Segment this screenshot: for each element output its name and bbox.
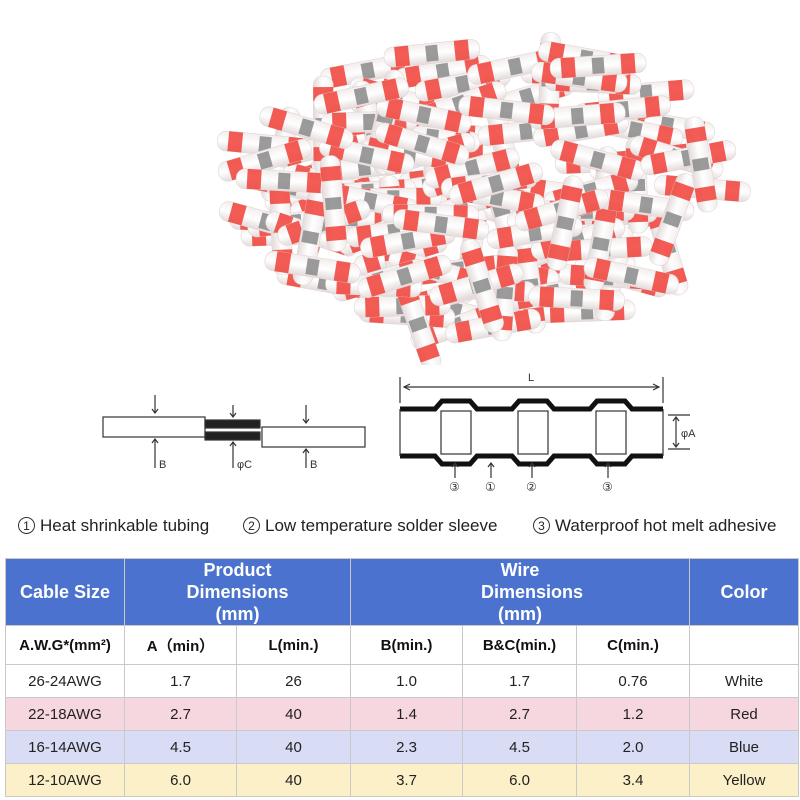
cell-b: 3.7 [350,763,463,797]
solder-connector [549,52,647,79]
solder-connector [375,122,470,166]
legend-item-solder: 2 Low temperature solder sleeve [243,516,497,536]
legend-text: Waterproof hot melt adhesive [555,516,777,535]
solder-connector [376,96,472,134]
table-row: 16-14AWG 4.5 40 2.3 4.5 2.0 Blue [5,730,800,764]
cell-l: 40 [236,763,351,797]
solder-connector [259,106,354,149]
solder-connector [319,155,348,252]
solder-connector [460,238,504,333]
legend-text: Low temperature solder sleeve [265,516,498,535]
solder-connector [383,38,481,68]
solder-connector [264,250,361,284]
solder-connector [235,168,333,194]
cell-cable-size: 26-24AWG [5,664,125,698]
cell-c: 3.4 [575,763,691,797]
cell-color: Red [689,697,800,731]
cell-b: 2.3 [350,730,463,764]
table-row: 12-10AWG 6.0 40 3.7 6.0 3.4 Yellow [5,763,800,797]
label-l: L [528,372,534,384]
cell-cable-size: 22-18AWG [5,697,125,731]
solder-connector [649,173,696,266]
label-c: φC [237,459,252,471]
cell-bc: 1.7 [462,664,577,698]
solder-connector [357,254,452,298]
mark-2: ② [526,480,537,494]
subheader-l-min: L(min.) [236,625,351,665]
solder-connector [528,286,626,311]
solder-connector [546,175,584,271]
label-b-left: B [159,459,166,471]
cell-a: 2.7 [124,697,237,731]
cell-b: 1.4 [350,697,463,731]
cell-b: 1.0 [350,664,463,698]
solder-connector [448,162,544,205]
component-legend: 1 Heat shrinkable tubing 2 Low temperature… [0,512,800,544]
solder-connector [640,140,737,176]
cell-l: 26 [236,664,351,698]
spec-table: Cable Size Product Dimensions (mm) Wire … [5,558,800,797]
solder-connector [550,139,645,181]
cell-cable-size: 12-10AWG [5,763,125,797]
product-photo [216,32,751,365]
cell-l: 40 [236,730,351,764]
mark-1: ① [485,480,496,494]
cell-color: Yellow [689,763,800,797]
connector-dimension-diagram [399,377,690,478]
solder-connector [392,209,490,240]
label-b-right: B [310,459,317,471]
header-wire-dimensions: Wire Dimensions (mm) [349,558,691,626]
cell-c: 0.76 [575,664,691,698]
legend-item-tubing: 1 Heat shrinkable tubing [18,516,209,536]
cell-bc: 4.5 [462,730,577,764]
cell-color: White [689,664,800,698]
legend-number: 3 [533,517,550,534]
cell-bc: 6.0 [462,763,577,797]
subheader-a-min: A（min） [124,625,237,665]
legend-text: Heat shrinkable tubing [40,516,210,535]
mark-3-left: ③ [449,480,460,494]
subheader-c-min: C(min.) [575,625,691,665]
cell-c: 2.0 [575,730,691,764]
solder-connector [458,95,555,126]
cell-bc: 2.7 [462,697,577,731]
cell-l: 40 [236,697,351,731]
table-row: 26-24AWG 1.7 26 1.0 1.7 0.76 White [5,664,800,698]
cell-c: 1.2 [575,697,691,731]
solder-connector [583,257,679,295]
subheader-awg: A.W.G*(mm²) [5,625,125,665]
header-color: Color [689,558,800,626]
table-row: 22-18AWG 2.7 40 1.4 2.7 1.2 Red [5,697,800,731]
mark-3-right: ③ [602,480,613,494]
header-product-dimensions: Product Dimensions (mm) [124,558,351,626]
table-header-row: Cable Size Product Dimensions (mm) Wire … [5,558,800,626]
cell-a: 1.7 [124,664,237,698]
subheader-color [689,625,800,665]
table-subheader-row: A.W.G*(mm²) A（min） L(min.) B(min.) B&C(m… [5,625,800,665]
dimension-diagrams: B φC B L φA ③ ① ② ③ [102,372,696,494]
label-a: φA [681,428,696,440]
solder-connector [313,77,409,115]
header-cable-size: Cable Size [5,558,125,626]
subheader-bc-min: B&C(min.) [462,625,577,665]
connector-pile [216,32,751,365]
cell-cable-size: 16-14AWG [5,730,125,764]
legend-number: 2 [243,517,260,534]
cell-color: Blue [689,730,800,764]
cell-a: 6.0 [124,763,237,797]
subheader-b-min: B(min.) [350,625,463,665]
legend-item-adhesive: 3 Waterproof hot melt adhesive [533,516,776,536]
legend-number: 1 [18,517,35,534]
cell-a: 4.5 [124,730,237,764]
solder-connector [684,116,718,213]
wire-dimension-diagram [102,395,366,468]
